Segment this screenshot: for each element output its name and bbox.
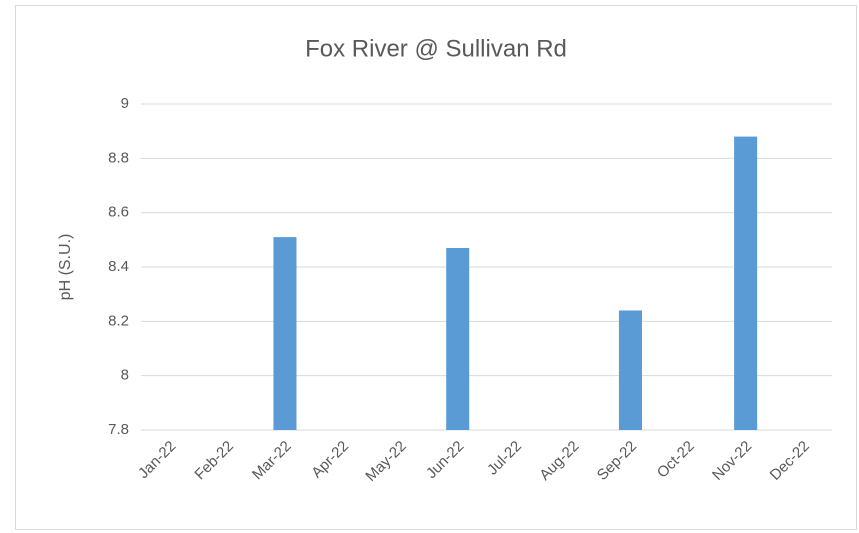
bar [273, 237, 297, 430]
bar [734, 136, 758, 430]
bar [618, 310, 642, 430]
y-tick-label: 8.2 [108, 312, 129, 329]
chart-title: Fox River @ Sullivan Rd [305, 35, 567, 62]
y-tick-label: 8.6 [108, 204, 129, 221]
y-tick-label: 8.4 [108, 258, 129, 275]
y-tick-label: 8 [121, 367, 129, 384]
bar [446, 247, 470, 430]
y-tick-label: 7.8 [108, 421, 129, 438]
y-tick-label: 8.8 [108, 149, 129, 166]
y-tick-label: 9 [121, 95, 129, 112]
y-axis-label: pH (S.U.) [57, 234, 74, 301]
